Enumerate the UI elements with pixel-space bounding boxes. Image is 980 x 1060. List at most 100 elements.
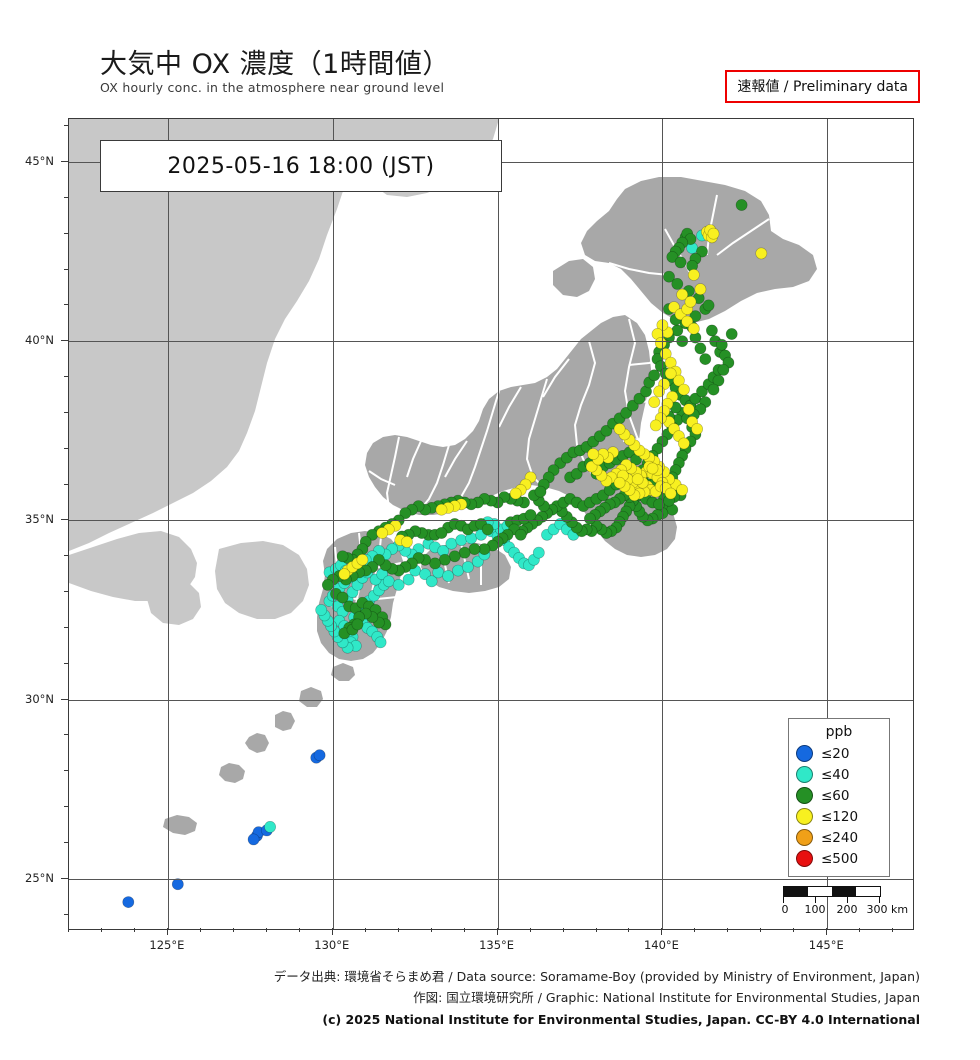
legend-swatch-icon [796,787,813,804]
axis-tick-x [727,928,729,932]
axis-tick-x [298,928,300,932]
axis-label-y: 40°N [25,333,54,348]
axis-label-y: 35°N [25,512,54,527]
observation-point [673,374,685,387]
observation-point [315,604,328,616]
observation-point [707,383,720,396]
axis-tick-x [496,928,498,935]
observation-point [707,227,720,240]
observation-point [653,498,665,511]
legend-item[interactable]: ≤20 [796,743,882,764]
legend-title: ppb [825,724,853,740]
observation-point [356,553,369,566]
legend-item[interactable]: ≤60 [796,785,882,806]
axis-tick-y [64,734,68,736]
scale-unit-label: km [891,903,909,916]
observation-point [702,299,715,312]
axis-tick-y [61,340,68,342]
legend-item-label: ≤120 [821,808,859,825]
observation-point [372,553,385,566]
axis-label-y: 30°N [25,691,54,706]
gridline-vertical [662,119,664,929]
axis-tick-y [64,841,68,843]
observation-point [338,568,351,581]
observation-point [633,392,646,405]
observation-point [755,247,768,260]
footer-data-source: データ出典: 環境省そらまめ君 / Data source: Soramame-… [273,969,920,984]
axis-tick-y [64,447,68,449]
scale-segment [808,887,832,896]
observation-point [600,424,613,437]
footer: データ出典: 環境省そらまめ君 / Data source: Soramame-… [0,966,980,1031]
observation-point [435,527,448,539]
observation-points [122,199,768,908]
observation-point [448,550,461,563]
observation-point [532,546,545,559]
axis-tick-x [68,928,69,932]
gridline-horizontal [69,520,913,522]
scale-label: 0 [781,903,789,916]
axis-tick-y [61,698,68,700]
observation-point [585,460,598,473]
observation-point [620,406,633,419]
observation-point [122,896,135,908]
map-plot-area[interactable] [68,118,914,930]
scale-segment [832,887,856,896]
legend-item-label: ≤20 [821,745,850,762]
axis-label-y: 25°N [25,870,54,885]
observation-point [706,324,718,337]
observation-point [313,749,326,762]
axis-tick-x [562,928,564,932]
axis-tick-x [232,928,234,932]
axis-tick-x [133,928,135,932]
observation-point [678,437,690,450]
map-canvas [69,119,817,908]
legend-item[interactable]: ≤40 [796,764,882,785]
preliminary-data-badge: 速報値 / Preliminary data [725,70,920,103]
axis-label-x: 140°E [643,938,679,952]
observation-point [696,245,708,258]
axis-tick-x [100,928,102,932]
observation-point [399,507,412,520]
observation-point [419,568,431,581]
axis-tick-x [628,928,630,932]
scale-bar-graphic [783,886,881,897]
observation-point [631,473,644,486]
observation-point [725,328,738,340]
observation-point [247,833,260,846]
observation-point [471,555,484,568]
observation-point [452,564,464,577]
legend-item-label: ≤240 [821,829,859,846]
legend-swatch-icon [796,808,813,825]
observation-point [674,256,687,269]
legend-item[interactable]: ≤500 [796,848,882,869]
observation-point [584,512,596,525]
observation-point [664,367,677,380]
scale-segment [784,887,808,896]
axis-tick-y [64,125,68,127]
observation-point [524,509,537,521]
axis-tick-x [166,928,168,935]
page-title: 大気中 OX 濃度（1時間値） [100,49,450,80]
observation-point [429,557,441,570]
legend-item[interactable]: ≤240 [796,827,882,848]
observation-point [694,342,707,355]
observation-point [534,485,547,498]
axis-label-x: 135°E [479,938,515,952]
axis-tick-x [859,928,861,932]
observation-point [694,283,707,296]
observation-point [392,578,405,591]
legend[interactable]: ppb ≤20 ≤40 ≤60 ≤120 ≤240 ≤500 [788,718,890,877]
legend-item-label: ≤60 [821,787,850,804]
observation-point [376,527,389,539]
gridline-horizontal [69,699,913,701]
observation-point [666,251,679,263]
observation-point [587,448,600,460]
observation-point [664,487,677,500]
observation-point [687,322,700,335]
observation-point [696,385,708,398]
observation-point [735,199,748,211]
observation-point [478,543,491,555]
legend-item[interactable]: ≤120 [796,806,882,827]
